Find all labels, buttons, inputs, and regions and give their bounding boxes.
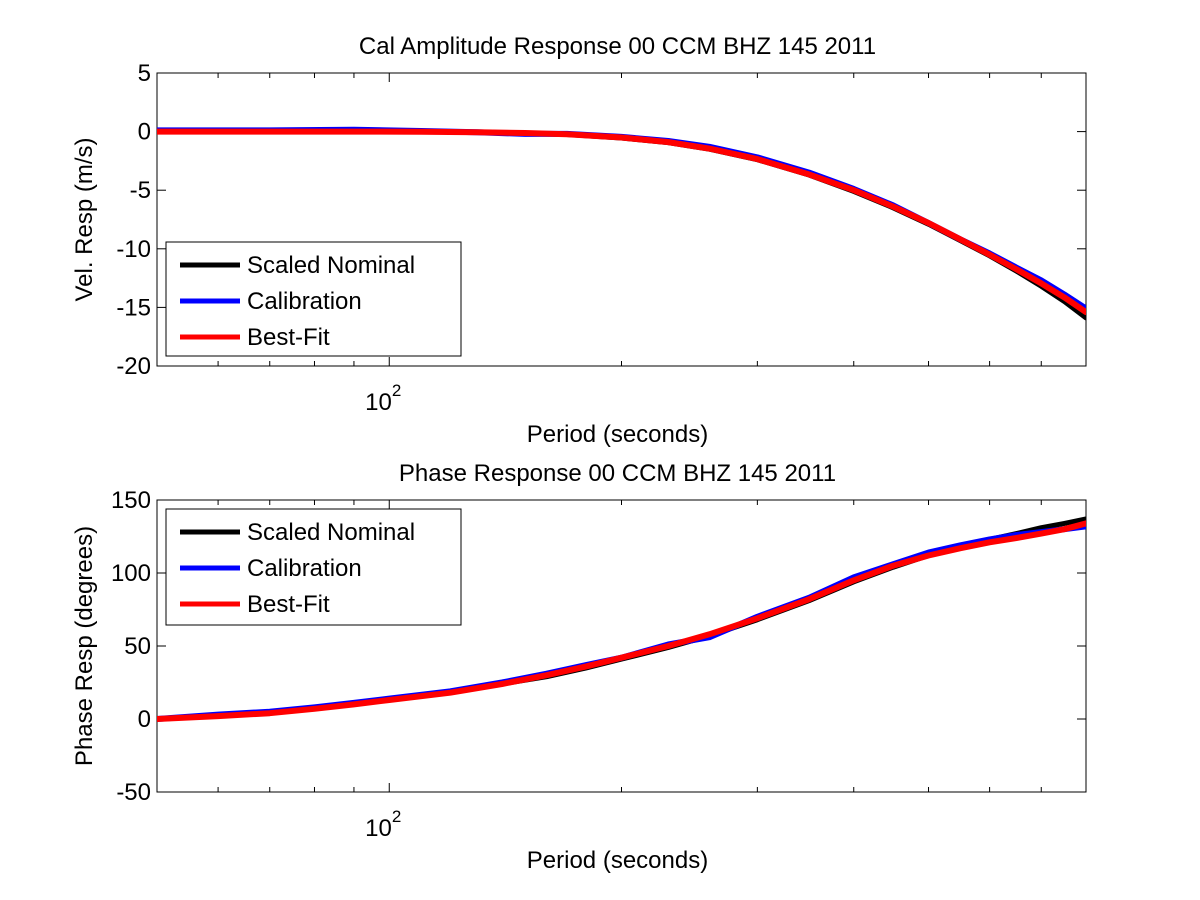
- legend: Scaled Nominal Calibration Best-Fit: [165, 241, 462, 357]
- series-group: [157, 516, 1086, 722]
- y-tick-label: -5: [130, 177, 151, 204]
- chart-title: Cal Amplitude Response 00 CCM BHZ 145 20…: [359, 33, 876, 60]
- chart-2: 150 100 50 0 -50 102 Phase Response 00 CCM BHZ…: [71, 460, 1087, 874]
- x-tick-label: 102: [365, 381, 401, 416]
- y-tick-label: 0: [138, 119, 151, 146]
- y-tick-label: 100: [111, 560, 151, 587]
- y-tick-label: -10: [116, 236, 151, 263]
- legend-label: Scaled Nominal: [247, 519, 415, 546]
- x-axis-label: Period (seconds): [527, 421, 708, 448]
- series-line-best-fit: [157, 520, 1086, 722]
- chart-title: Phase Response 00 CCM BHZ 145 2011: [399, 460, 836, 487]
- legend-label: Calibration: [247, 555, 362, 582]
- y-tick-label: -15: [116, 294, 151, 321]
- y-tick-label: 5: [138, 60, 151, 87]
- legend: Scaled Nominal Calibration Best-Fit: [165, 508, 462, 626]
- legend-label: Best-Fit: [247, 324, 330, 351]
- y-tick-label: 150: [111, 487, 151, 514]
- series-group: [157, 126, 1086, 321]
- y-tick-label: 0: [138, 706, 151, 733]
- chart-1: 5 0 -5 -10 -15 -20 102 Cal Amplitude Response 0…: [71, 33, 1087, 448]
- legend-label: Best-Fit: [247, 591, 330, 618]
- y-axis-label: Vel. Resp (m/s): [71, 137, 98, 301]
- series-line-best-fit: [157, 128, 1086, 316]
- y-tick-label: -20: [116, 353, 151, 380]
- x-axis-label: Period (seconds): [527, 847, 708, 874]
- legend-label: Calibration: [247, 288, 362, 315]
- y-tick-label: -50: [116, 779, 151, 806]
- y-tick-label: 50: [124, 633, 151, 660]
- legend-label: Scaled Nominal: [247, 252, 415, 279]
- y-axis-label: Phase Resp (degrees): [71, 526, 98, 766]
- x-tick-label: 102: [365, 807, 401, 842]
